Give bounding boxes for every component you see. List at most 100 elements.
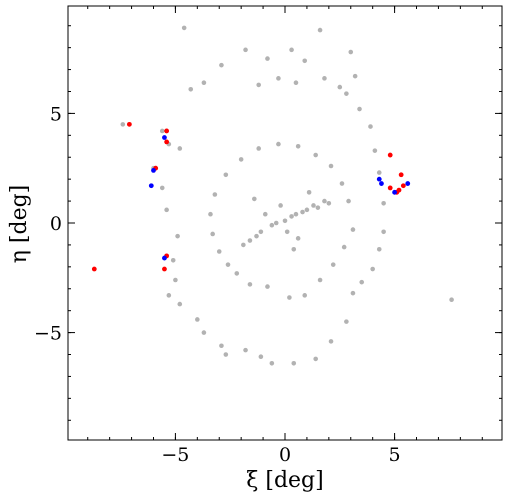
data-point — [219, 62, 224, 68]
x-tick-label: 5 — [389, 444, 401, 466]
data-point — [302, 58, 308, 64]
data-point — [293, 211, 299, 217]
data-point — [247, 238, 253, 243]
data-point — [120, 122, 126, 127]
data-point — [243, 47, 248, 53]
data-point — [317, 27, 323, 33]
data-point — [350, 227, 356, 232]
tick-layer: −5 0 5 −5 0 5 — [34, 6, 502, 466]
data-point — [300, 209, 305, 215]
data-point — [208, 211, 213, 217]
data-point — [381, 229, 386, 235]
y-tick-label: 0 — [50, 213, 62, 235]
data-point — [352, 73, 358, 79]
data-point — [289, 214, 294, 219]
data-point — [405, 181, 411, 186]
data-point — [269, 360, 275, 366]
x-tick-label: 0 — [279, 444, 291, 466]
data-point — [315, 205, 321, 210]
data-point — [225, 262, 231, 267]
data-point — [234, 271, 240, 276]
data-point — [387, 185, 393, 191]
data-point — [162, 135, 167, 140]
data-point — [372, 148, 378, 153]
data-point — [392, 189, 397, 195]
x-axis-label: ξ [deg] — [246, 468, 323, 493]
data-point — [337, 84, 343, 90]
data-point — [278, 203, 283, 208]
data-point — [313, 152, 318, 158]
data-point — [291, 247, 297, 252]
data-point — [238, 157, 244, 162]
data-point — [359, 279, 365, 285]
data-point — [212, 192, 218, 197]
data-point — [350, 290, 356, 296]
data-point — [262, 211, 268, 217]
data-point — [370, 266, 375, 272]
data-point — [291, 360, 297, 366]
data-point — [177, 301, 183, 307]
data-point — [195, 317, 200, 322]
data-point — [381, 200, 386, 206]
data-point — [258, 354, 264, 360]
data-point — [201, 80, 207, 86]
data-point — [164, 128, 170, 134]
data-point — [276, 76, 281, 81]
points-layer — [91, 25, 454, 366]
data-point — [346, 198, 351, 204]
data-point — [258, 229, 264, 235]
data-point — [379, 181, 384, 186]
data-point — [188, 86, 194, 92]
y-axis-label: η [deg] — [7, 185, 32, 264]
data-point — [201, 330, 207, 335]
data-point — [398, 172, 404, 178]
data-point — [322, 76, 327, 81]
data-point — [164, 139, 170, 145]
data-point — [91, 266, 97, 272]
data-point — [357, 106, 362, 112]
data-point — [328, 163, 334, 169]
data-point — [256, 146, 261, 151]
data-point — [166, 293, 172, 298]
data-point — [126, 121, 132, 127]
data-point — [344, 319, 349, 324]
data-point — [247, 282, 253, 287]
data-point — [368, 124, 373, 129]
data-point — [170, 257, 176, 263]
data-point — [344, 91, 349, 96]
data-point — [269, 222, 275, 228]
data-point — [304, 207, 310, 213]
data-point — [164, 207, 169, 213]
data-point — [223, 172, 229, 178]
data-point — [210, 231, 215, 237]
data-point — [175, 233, 180, 239]
data-point — [181, 25, 187, 31]
data-point — [265, 284, 270, 289]
data-point — [243, 347, 248, 353]
data-point — [449, 297, 454, 303]
data-point — [341, 244, 347, 250]
data-point — [348, 49, 354, 55]
data-point — [293, 80, 299, 86]
data-point — [265, 56, 270, 61]
data-point — [282, 218, 288, 224]
data-point — [289, 47, 294, 53]
data-point — [322, 198, 327, 204]
data-point — [254, 233, 259, 239]
data-point — [219, 343, 224, 349]
data-point — [162, 255, 167, 261]
data-point — [376, 170, 382, 175]
data-point — [216, 249, 222, 254]
data-point — [162, 266, 167, 272]
data-point — [400, 183, 406, 189]
data-point — [302, 293, 308, 298]
data-point — [339, 181, 345, 186]
data-point — [387, 152, 393, 158]
data-point — [326, 200, 332, 206]
data-point — [241, 242, 246, 248]
data-point — [256, 82, 261, 88]
data-point — [313, 356, 318, 362]
data-point — [376, 247, 382, 252]
data-point — [273, 220, 279, 226]
